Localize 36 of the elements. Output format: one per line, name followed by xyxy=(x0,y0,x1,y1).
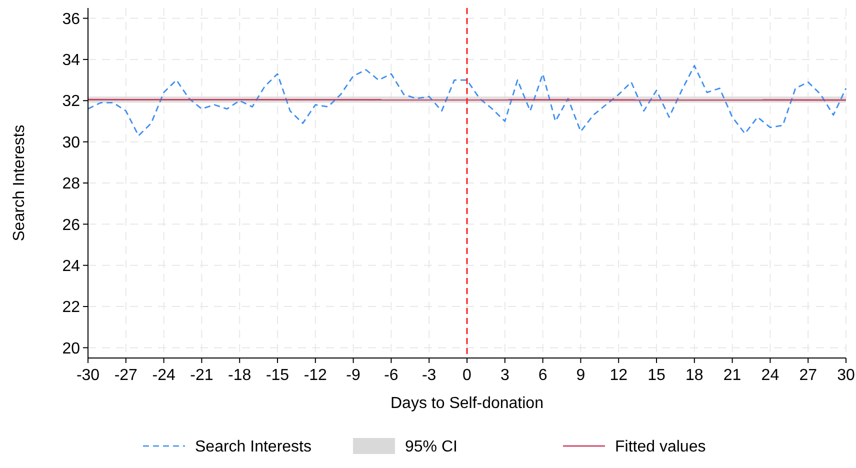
x-tick-label: 30 xyxy=(837,367,855,384)
x-tick-label: 18 xyxy=(686,367,704,384)
x-tick-label: 9 xyxy=(576,367,586,384)
x-tick-label: 6 xyxy=(538,367,548,384)
x-tick-label: -9 xyxy=(346,367,361,384)
y-tick-label: 24 xyxy=(62,258,80,275)
x-tick-label: -18 xyxy=(228,367,252,384)
legend-label: 95% CI xyxy=(405,438,458,456)
line-series xyxy=(87,64,847,136)
x-tick-label: -6 xyxy=(384,367,398,384)
x-tick-label: 3 xyxy=(500,367,510,384)
y-tick-label: 30 xyxy=(62,134,80,152)
x-axis-title: Days to Self-donation xyxy=(390,395,544,412)
legend-label: Fitted values xyxy=(615,438,706,456)
x-tick-label: -30 xyxy=(76,367,100,384)
x-tick-label: 15 xyxy=(648,367,666,384)
x-tick-label: -3 xyxy=(422,367,436,384)
x-tick-label: -21 xyxy=(190,367,214,384)
legend-label: Search Interests xyxy=(195,438,312,456)
y-tick-label: 22 xyxy=(62,299,80,316)
x-tick-label: -15 xyxy=(266,367,290,384)
x-tick-label: -12 xyxy=(304,367,328,384)
x-tick-label: 21 xyxy=(723,367,742,384)
y-tick-label: 32 xyxy=(62,93,80,110)
y-tick-label: 26 xyxy=(62,216,80,234)
y-tick-label: 28 xyxy=(62,176,80,193)
x-tick-label: 24 xyxy=(761,367,780,384)
y-axis-title: Search Interests xyxy=(11,124,28,242)
y-tick-label: 34 xyxy=(62,52,80,70)
x-tick-label: 0 xyxy=(462,367,472,384)
x-tick-label: 12 xyxy=(610,367,628,384)
x-tick-label: 27 xyxy=(799,367,818,384)
y-tick-label: 20 xyxy=(62,340,80,358)
x-tick-label: -27 xyxy=(114,367,138,384)
y-tick-label: 36 xyxy=(62,10,80,28)
x-tick-label: -24 xyxy=(152,367,176,384)
